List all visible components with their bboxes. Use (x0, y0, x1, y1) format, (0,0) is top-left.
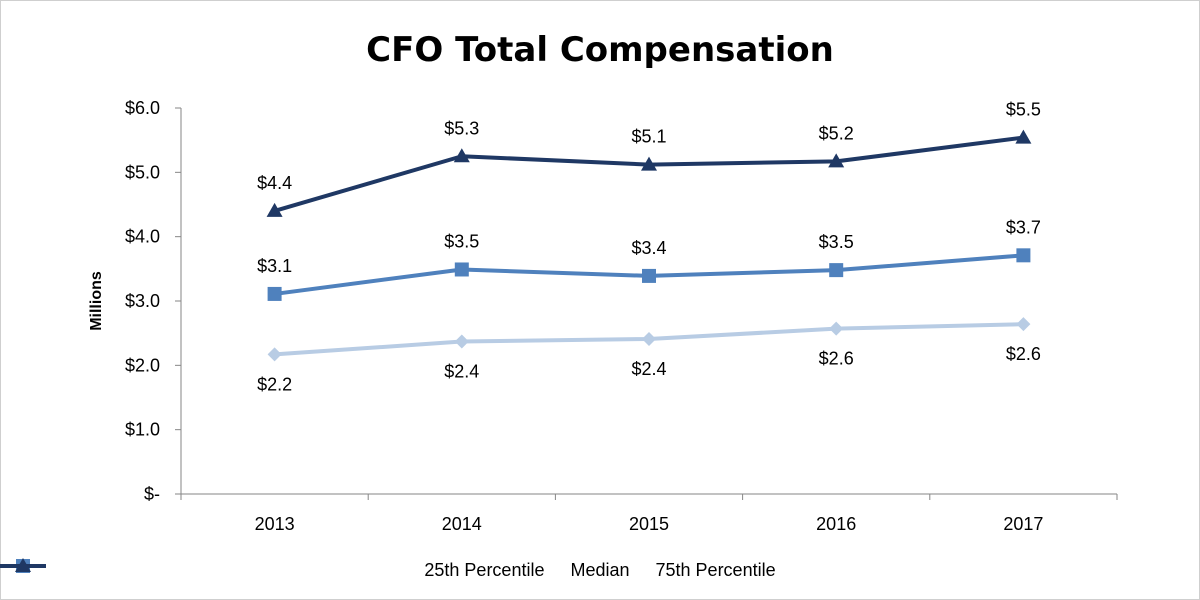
legend-label: 75th Percentile (655, 559, 776, 580)
y-tick-label: $3.0 (125, 291, 160, 311)
data-point (828, 153, 845, 168)
data-label: $3.4 (631, 238, 666, 258)
legend-item: 75th Percentile (0, 558, 776, 581)
data-point (1016, 317, 1031, 332)
series-layer (266, 129, 1032, 362)
legend: 25th Percentile Median 75th Percentile (0, 556, 1200, 584)
data-point (829, 263, 844, 278)
data-label: $3.1 (257, 256, 292, 276)
series-line (274, 135, 1024, 213)
data-label: $2.4 (444, 362, 479, 382)
series-triangle (266, 129, 1032, 217)
data-point (267, 286, 282, 301)
data-label: $2.4 (631, 359, 666, 379)
data-label: $3.5 (819, 232, 854, 252)
y-tick-label: $1.0 (125, 420, 160, 440)
legend-label: Median (570, 559, 630, 580)
data-point (642, 331, 656, 346)
y-tick-label: $6.0 (125, 98, 160, 118)
data-point (266, 202, 283, 217)
legend-swatch (0, 558, 46, 572)
data-label: $5.2 (819, 123, 854, 143)
data-point (267, 347, 282, 362)
data-label: $5.3 (444, 118, 479, 138)
y-tick-label: $4.0 (125, 227, 160, 247)
data-point (1015, 129, 1032, 144)
data-labels-layer: $2.2 $2.4 $2.4 $2.6 $2.6 $3.1 $3.5 $3.4 $3.5 $3.7… (257, 100, 1041, 395)
data-point (453, 148, 470, 163)
data-point (1016, 248, 1031, 263)
y-tick-label: $2.0 (125, 355, 160, 375)
x-tick-label: 2014 (442, 514, 482, 534)
x-tick-label: 2016 (816, 514, 856, 534)
data-label: $4.4 (257, 173, 292, 193)
y-tick-label: $- (144, 484, 160, 504)
x-tick-label: 2017 (1003, 514, 1043, 534)
data-label: $2.6 (819, 349, 854, 369)
data-point (829, 321, 844, 336)
data-point (454, 334, 469, 349)
chart-title: CFO Total Compensation (366, 30, 834, 70)
legend-label: 25th Percentile (424, 559, 545, 580)
data-label: $3.7 (1006, 217, 1041, 237)
series-diamond (267, 317, 1031, 362)
data-label: $3.5 (444, 231, 479, 251)
data-label: $2.2 (257, 374, 292, 394)
y-axis-title: Millions (88, 271, 105, 331)
x-tick-label: 2013 (255, 514, 295, 534)
axes: $- $1.0 $2.0 $3.0 $4.0 $5.0 $6.0 2013 2014 2015 20… (88, 98, 1118, 534)
data-label: $2.6 (1006, 344, 1041, 364)
data-point (454, 262, 469, 277)
legend-marker (15, 558, 31, 572)
legend-item: Median (0, 559, 630, 581)
data-point (641, 156, 657, 171)
y-tick-label: $5.0 (125, 162, 160, 182)
x-tick-label: 2015 (629, 514, 669, 534)
series-square (267, 248, 1031, 301)
data-label: $5.1 (631, 127, 666, 147)
data-point (642, 268, 656, 283)
data-label: $5.5 (1006, 100, 1041, 120)
legend-item: 25th Percentile (0, 559, 545, 581)
